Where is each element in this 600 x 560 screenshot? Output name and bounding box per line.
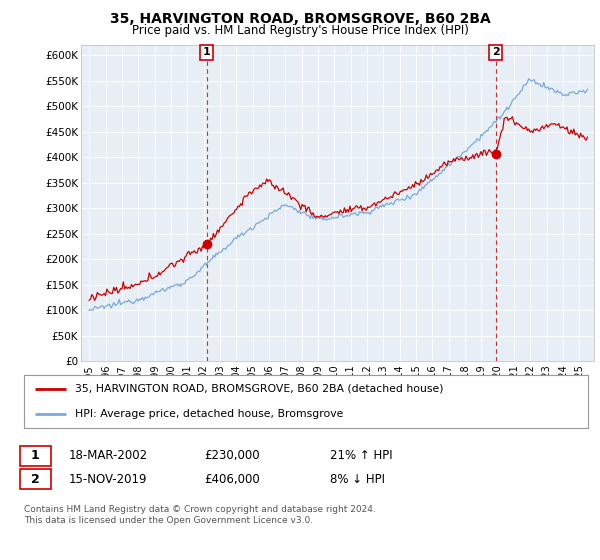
Text: HPI: Average price, detached house, Bromsgrove: HPI: Average price, detached house, Brom… [75, 408, 343, 418]
Text: 8% ↓ HPI: 8% ↓ HPI [330, 473, 385, 486]
Text: £230,000: £230,000 [204, 449, 260, 463]
Text: 18-MAR-2002: 18-MAR-2002 [69, 449, 148, 463]
Text: 1: 1 [31, 449, 40, 463]
Text: 1: 1 [203, 48, 211, 58]
Text: 15-NOV-2019: 15-NOV-2019 [69, 473, 148, 486]
Text: Price paid vs. HM Land Registry's House Price Index (HPI): Price paid vs. HM Land Registry's House … [131, 24, 469, 36]
Text: Contains HM Land Registry data © Crown copyright and database right 2024.
This d: Contains HM Land Registry data © Crown c… [24, 505, 376, 525]
Text: 2: 2 [492, 48, 500, 58]
Text: 2: 2 [31, 473, 40, 486]
Text: £406,000: £406,000 [204, 473, 260, 486]
Text: 21% ↑ HPI: 21% ↑ HPI [330, 449, 392, 463]
Text: 35, HARVINGTON ROAD, BROMSGROVE, B60 2BA (detached house): 35, HARVINGTON ROAD, BROMSGROVE, B60 2BA… [75, 384, 443, 394]
Text: 35, HARVINGTON ROAD, BROMSGROVE, B60 2BA: 35, HARVINGTON ROAD, BROMSGROVE, B60 2BA [110, 12, 490, 26]
